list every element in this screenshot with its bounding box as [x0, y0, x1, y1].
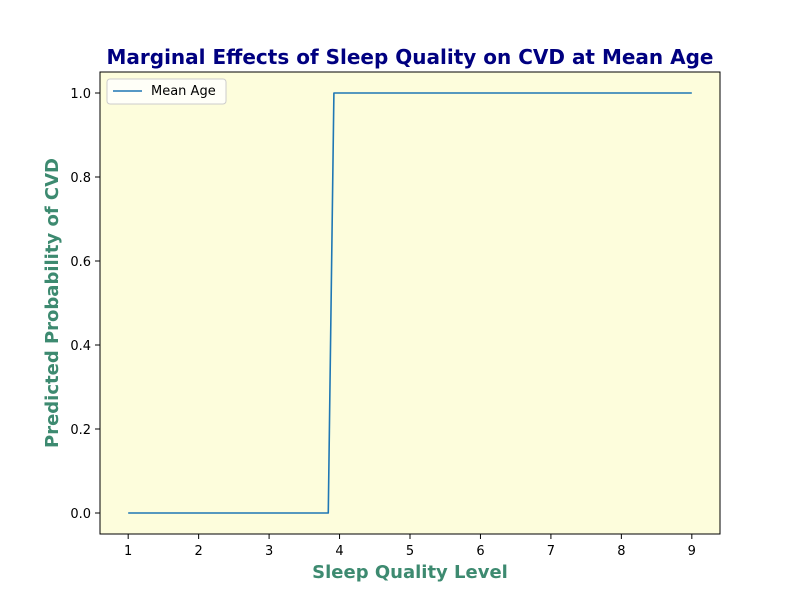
chart-title: Marginal Effects of Sleep Quality on CVD… [107, 45, 714, 69]
series-layer [128, 92, 692, 514]
x-tick-label: 7 [547, 544, 555, 559]
plot-area [100, 72, 720, 534]
x-tick-label: 8 [617, 544, 625, 559]
x-tick-label: 1 [124, 544, 132, 559]
legend-label-mean-age: Mean Age [151, 84, 216, 99]
plot-frame [99, 71, 721, 535]
y-tick-label: 0.0 [70, 507, 91, 522]
x-axis-label: Sleep Quality Level [312, 562, 508, 583]
y-axis-label: Predicted Probability of CVD [42, 158, 63, 448]
x-tick-label: 9 [688, 544, 696, 559]
y-tick-label: 0.2 [70, 423, 91, 438]
y-tick-label: 0.4 [70, 339, 91, 354]
x-tick-label: 4 [335, 544, 343, 559]
y-tick-label: 1.0 [70, 87, 91, 102]
x-tick-label: 6 [476, 544, 484, 559]
x-tick-label: 5 [406, 544, 414, 559]
x-tick-label: 2 [194, 544, 202, 559]
y-tick-label: 0.6 [70, 255, 91, 270]
series-line-mean-age [128, 92, 692, 514]
x-tick-label: 3 [265, 544, 273, 559]
legend-box [106, 78, 227, 105]
ticks-layer: 1 2 3 4 5 6 7 8 9 0.0 0.2 0.4 0.6 0.8 1.0 [70, 87, 696, 559]
y-tick-label: 0.8 [70, 171, 91, 186]
legend: Mean Age [106, 78, 227, 105]
